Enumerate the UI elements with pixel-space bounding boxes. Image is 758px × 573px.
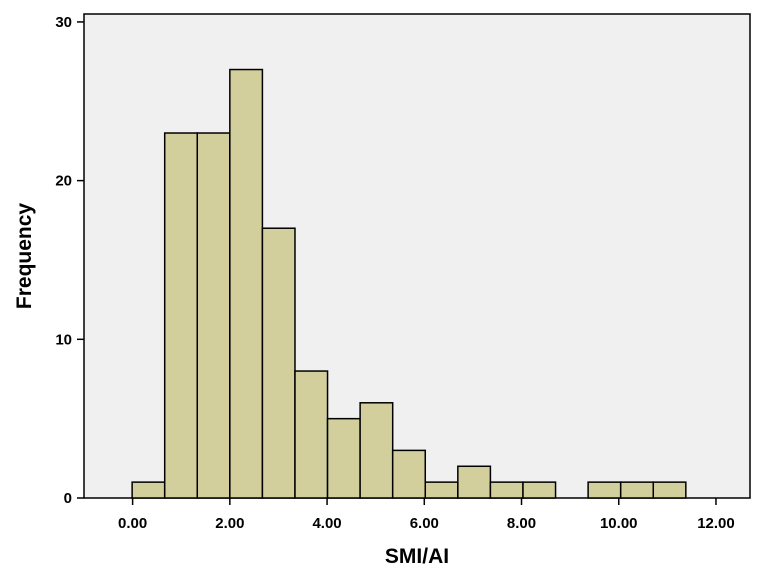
histogram-bar [196,132,231,499]
y-tick-label: 30 [55,14,72,31]
histogram-bar [294,370,329,499]
histogram-bar [424,481,459,499]
x-tick-label: 12.00 [697,515,735,532]
histogram-bar [587,481,622,499]
x-tick-label: 6.00 [410,515,439,532]
x-axis: 0.00 2.00 4.00 6.00 8.00 10.00 12.00 [118,498,735,532]
y-tick-label: 20 [55,173,72,190]
x-tick-label: 0.00 [118,515,147,532]
histogram-bar [359,402,394,499]
histogram-bar [489,481,524,499]
histogram-bar [457,465,492,499]
x-tick-label: 10.00 [600,515,638,532]
histogram-bar [229,68,264,499]
bars-group [131,68,687,499]
x-axis-title: SMI/AI [385,545,449,568]
histogram-bar [261,227,296,499]
x-tick-label: 2.00 [215,515,244,532]
histogram-bar [326,417,361,499]
y-tick-label: 10 [55,331,72,348]
x-tick-label: 4.00 [312,515,341,532]
y-axis-title: Frequency [13,203,36,310]
y-tick-label: 0 [64,490,72,507]
histogram-bar [619,481,655,499]
histogram-bar [652,481,687,499]
histogram-bar [391,449,427,499]
histogram-bar [163,132,199,499]
y-axis: 0 10 20 30 [55,14,84,507]
x-tick-label: 8.00 [507,515,536,532]
histogram-bar [522,481,557,499]
histogram-bar [131,481,166,499]
